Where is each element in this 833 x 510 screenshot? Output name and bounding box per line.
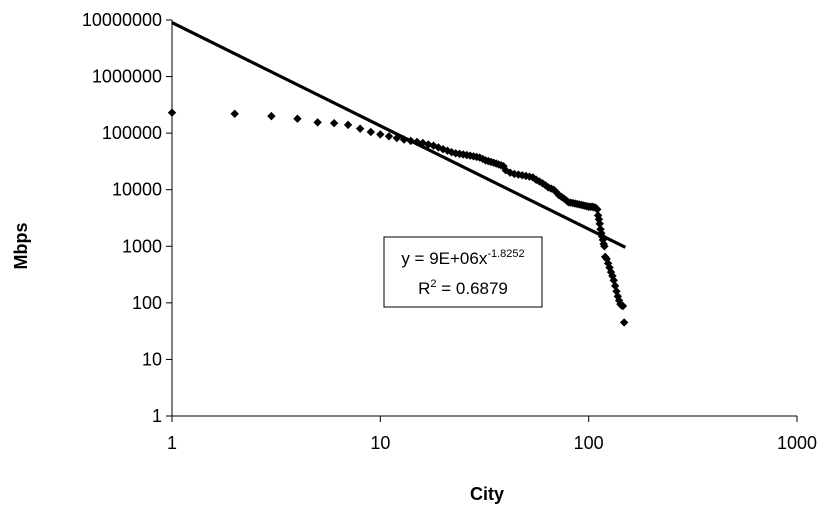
data-point [167, 108, 177, 117]
trendline-equation-box: y = 9E+06x-1.8252 R2 = 0.6879 [383, 236, 543, 308]
data-point [552, 188, 561, 197]
data-point [366, 127, 376, 137]
r2-value: = 0.6879 [437, 279, 508, 298]
equation-main: y = 9E+06x [401, 249, 488, 268]
data-point [406, 136, 415, 146]
plot-area [171, 20, 797, 417]
data-point [447, 148, 456, 157]
y-axis-ticks: 1 10 100 1000 10000 100000 1000000 10000000 [82, 10, 172, 426]
data-point [618, 301, 628, 311]
data-point [329, 118, 339, 128]
data-point [595, 219, 604, 228]
r-squared-value: R2 = 0.6879 [418, 278, 508, 298]
power-trendline [171, 21, 627, 249]
data-point [612, 287, 621, 296]
data-point [384, 132, 394, 141]
data-point [505, 168, 515, 177]
y-tick-label: 1000 [122, 236, 162, 256]
r2-superscript: 2 [430, 278, 436, 290]
data-point [376, 130, 385, 139]
data-point [619, 318, 629, 327]
data-point [313, 118, 322, 127]
y-tick-label: 10 [142, 349, 162, 369]
x-axis-title: City [470, 484, 504, 504]
y-tick-label: 10000000 [82, 10, 162, 30]
data-point [355, 124, 365, 133]
y-tick-label: 10000 [112, 180, 162, 200]
data-point [541, 181, 550, 190]
data-point [514, 170, 523, 179]
data-point [438, 145, 448, 154]
trendline-equation: y = 9E+06x-1.8252 [401, 248, 524, 268]
y-tick-label: 1000000 [92, 67, 162, 87]
data-point [528, 173, 538, 182]
data-point [608, 271, 617, 281]
equation-exponent: -1.8252 [487, 248, 524, 260]
x-tick-label: 1 [167, 433, 177, 453]
data-point [412, 137, 422, 147]
data-point [605, 263, 614, 272]
x-tick-label: 10 [370, 433, 390, 453]
data-points [167, 108, 629, 327]
x-axis-ticks: 1 10 100 1000 [167, 416, 817, 453]
data-point [597, 232, 607, 241]
data-point [267, 111, 276, 121]
data-point [521, 171, 531, 181]
trendline-path [171, 21, 627, 249]
x-tick-label: 100 [574, 433, 604, 453]
data-point [293, 114, 302, 123]
data-point [343, 120, 353, 130]
y-tick-label: 100 [132, 293, 162, 313]
r2-letter: R [418, 279, 430, 298]
y-tick-label: 1 [152, 406, 162, 426]
y-axis-title: Mbps [11, 223, 31, 270]
y-tick-label: 100000 [102, 123, 162, 143]
data-point [532, 175, 541, 184]
data-point [593, 205, 602, 214]
data-point [392, 133, 402, 143]
data-point [614, 296, 624, 305]
x-tick-label: 1000 [777, 433, 817, 453]
data-point [478, 154, 487, 164]
data-point [538, 179, 547, 188]
equation-box-border [383, 236, 543, 308]
data-point [600, 242, 609, 251]
data-point [593, 211, 603, 220]
data-point [518, 171, 527, 180]
data-point [230, 109, 239, 118]
data-point [399, 135, 409, 144]
